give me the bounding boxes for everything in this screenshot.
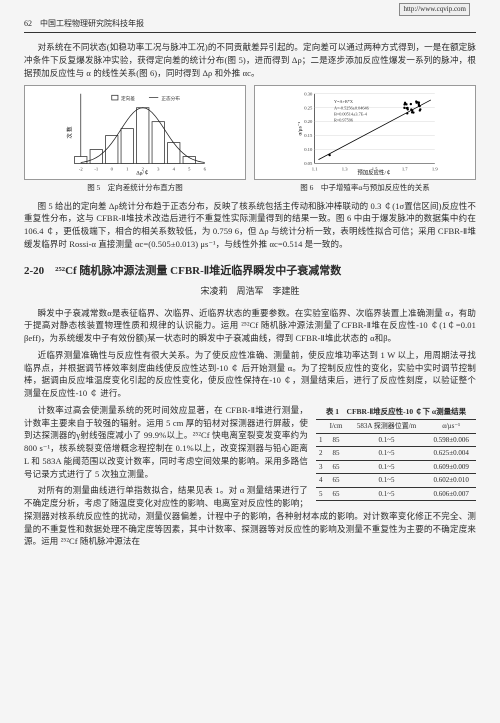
svg-text:0: 0 (111, 168, 114, 173)
table-1-grid: I/cm583A 探测器位置/mα/μs⁻¹ 1850.1~50.598±0.0… (316, 419, 476, 501)
figure-6-caption: 图 6 中子增殖率α与预加反应性的关系 (254, 182, 476, 193)
svg-text:1.1: 1.1 (312, 168, 318, 173)
svg-text:4: 4 (173, 168, 176, 173)
svg-text:3: 3 (157, 168, 160, 173)
table-1: 表 1 CFBR-Ⅱ堆反应性-10 ￠下 α测量结果 I/cm583A 探测器位… (316, 406, 476, 501)
svg-text:6: 6 (204, 168, 207, 173)
paragraph-4: 近临界测量准确性与反应性有很大关系。为了使反应性准确、测量前，使反应堆功率达到 … (24, 349, 476, 400)
svg-text:1: 1 (126, 168, 129, 173)
authors: 宋凌莉 周浩军 李建胜 (24, 285, 476, 299)
svg-text:0.20: 0.20 (304, 120, 313, 125)
section-title: ²⁵²Cf 随机脉冲源法测量 CFBR-Ⅱ堆近临界瞬发中子衰减常数 (55, 265, 341, 277)
svg-text:-1: -1 (94, 168, 99, 173)
page-header: 62 中国工程物理研究院科技年报 (24, 18, 476, 33)
svg-text:0.05: 0.05 (304, 162, 313, 167)
svg-text:0.25: 0.25 (304, 107, 313, 112)
svg-text:5: 5 (188, 168, 191, 173)
fig5-legend2: 正态分布 (161, 95, 180, 102)
svg-text:1.5: 1.5 (372, 168, 378, 173)
figure-6-plot: Y=A+B*X A=-0.5256±0.04646 B=0.00514±3.7E… (254, 85, 476, 180)
svg-text:1.7: 1.7 (402, 168, 408, 173)
figure-row: 次 数 Δρ/￠ 定向差 正态分布 -2-10123456 图 5 定向差统计分… (24, 85, 476, 193)
figure-6: Y=A+B*X A=-0.5256±0.04646 B=0.00514±3.7E… (254, 85, 476, 193)
source-url: http://www.cqvip.com (399, 3, 470, 16)
svg-text:1.9: 1.9 (432, 168, 438, 173)
section-number: 2-20 (24, 265, 44, 277)
fig6-fit-4: R=0.97596 (334, 118, 353, 123)
paragraph-1: 对系统在不同状态(如稳功率工况与脉冲工况)的不同贡献差异引起的。定向差可以通过两… (24, 41, 476, 79)
svg-text:0.15: 0.15 (304, 134, 313, 139)
svg-text:-2: -2 (79, 168, 84, 173)
fig5-ylabel: 次 数 (65, 126, 73, 139)
svg-text:0.30: 0.30 (304, 93, 313, 98)
paragraph-3: 瞬发中子衰减常数α是表征临界、次临界、近临界状态的重要参数。在实验室临界、次临界… (24, 307, 476, 345)
figure-5-plot: 次 数 Δρ/￠ 定向差 正态分布 -2-10123456 (24, 85, 246, 180)
fig5-legend1: 定向差 (121, 95, 135, 102)
table-1-caption: 表 1 CFBR-Ⅱ堆反应性-10 ￠下 α测量结果 (316, 406, 476, 417)
fig6-ylabel: α/μs⁻¹ (297, 122, 303, 136)
svg-text:1.3: 1.3 (342, 168, 348, 173)
paragraph-2: 图 5 给出的定向差 Δρ统计分布趋于正态分布，反映了核系统包括主传动和脉冲棒联… (24, 200, 476, 251)
svg-text:0.10: 0.10 (304, 148, 313, 153)
fig6-fit-1: Y=A+B*X (334, 99, 353, 104)
figure-5: 次 数 Δρ/￠ 定向差 正态分布 -2-10123456 图 5 定向差统计分… (24, 85, 246, 193)
fig6-fit-2: A=-0.5256±0.04646 (334, 106, 369, 111)
fig6-fit-3: B=0.00514±3.7E-4 (334, 112, 368, 117)
section-heading: 2-20 ²⁵²Cf 随机脉冲源法测量 CFBR-Ⅱ堆近临界瞬发中子衰减常数 (24, 263, 476, 280)
figure-5-caption: 图 5 定向差统计分布直方图 (24, 182, 246, 193)
